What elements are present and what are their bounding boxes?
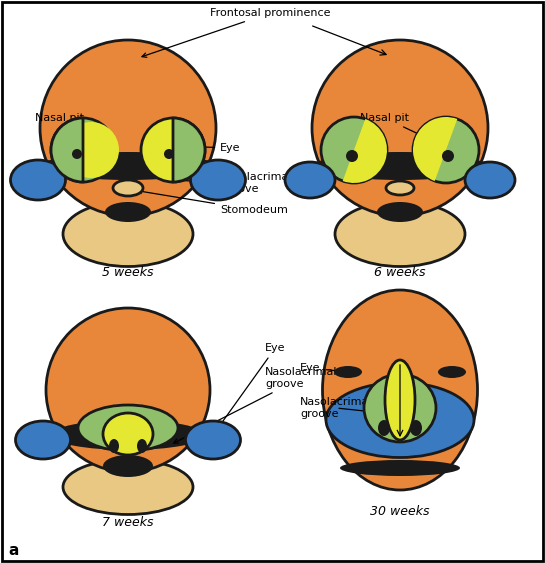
Ellipse shape [15, 421, 70, 459]
Text: 30 weeks: 30 weeks [370, 505, 430, 518]
Ellipse shape [377, 202, 423, 222]
Ellipse shape [438, 366, 466, 378]
Text: Stomodeum: Stomodeum [137, 189, 288, 215]
Ellipse shape [385, 360, 415, 440]
Ellipse shape [465, 162, 515, 198]
Ellipse shape [378, 420, 390, 436]
Text: Nasolacrimal
groove: Nasolacrimal groove [167, 172, 293, 194]
Text: Frontosal prominence: Frontosal prominence [142, 8, 330, 57]
Ellipse shape [137, 439, 147, 453]
Text: Eye: Eye [215, 343, 286, 432]
Ellipse shape [63, 202, 193, 266]
Circle shape [442, 150, 454, 162]
Text: Nasolacrimal
groove: Nasolacrimal groove [300, 397, 372, 419]
Ellipse shape [326, 382, 474, 458]
Circle shape [51, 118, 115, 182]
Text: 6 weeks: 6 weeks [374, 266, 426, 279]
Text: Nasolacrimal
groove: Nasolacrimal groove [174, 367, 337, 443]
Ellipse shape [410, 420, 422, 436]
Wedge shape [173, 118, 205, 182]
Ellipse shape [191, 160, 245, 200]
Text: 5 weeks: 5 weeks [102, 266, 154, 279]
Ellipse shape [109, 439, 119, 453]
Text: 7 weeks: 7 weeks [102, 516, 154, 529]
Wedge shape [413, 117, 457, 181]
Ellipse shape [105, 202, 151, 222]
Ellipse shape [335, 202, 465, 266]
Ellipse shape [51, 420, 205, 450]
Wedge shape [343, 119, 387, 183]
Ellipse shape [42, 152, 214, 180]
Ellipse shape [340, 460, 460, 476]
Wedge shape [51, 118, 83, 182]
Circle shape [312, 40, 488, 216]
Circle shape [346, 150, 358, 162]
Circle shape [46, 308, 210, 472]
Ellipse shape [63, 459, 193, 515]
Circle shape [321, 117, 387, 183]
Text: Eye: Eye [181, 143, 240, 153]
Circle shape [413, 117, 479, 183]
Ellipse shape [113, 180, 143, 196]
Ellipse shape [285, 162, 335, 198]
Text: Eye: Eye [300, 363, 344, 373]
Circle shape [72, 149, 82, 159]
Text: a: a [8, 543, 19, 558]
Ellipse shape [185, 421, 240, 459]
Ellipse shape [334, 366, 362, 378]
Ellipse shape [314, 152, 486, 180]
Text: Nasal pit: Nasal pit [360, 113, 440, 144]
Ellipse shape [364, 374, 436, 442]
Text: Nasal pit: Nasal pit [35, 113, 84, 150]
Circle shape [63, 122, 119, 178]
Circle shape [40, 40, 216, 216]
Ellipse shape [103, 413, 153, 455]
Ellipse shape [78, 405, 178, 451]
Circle shape [164, 149, 174, 159]
Ellipse shape [103, 455, 153, 477]
Ellipse shape [323, 290, 477, 490]
Circle shape [141, 118, 205, 182]
Ellipse shape [386, 181, 414, 195]
Ellipse shape [10, 160, 65, 200]
